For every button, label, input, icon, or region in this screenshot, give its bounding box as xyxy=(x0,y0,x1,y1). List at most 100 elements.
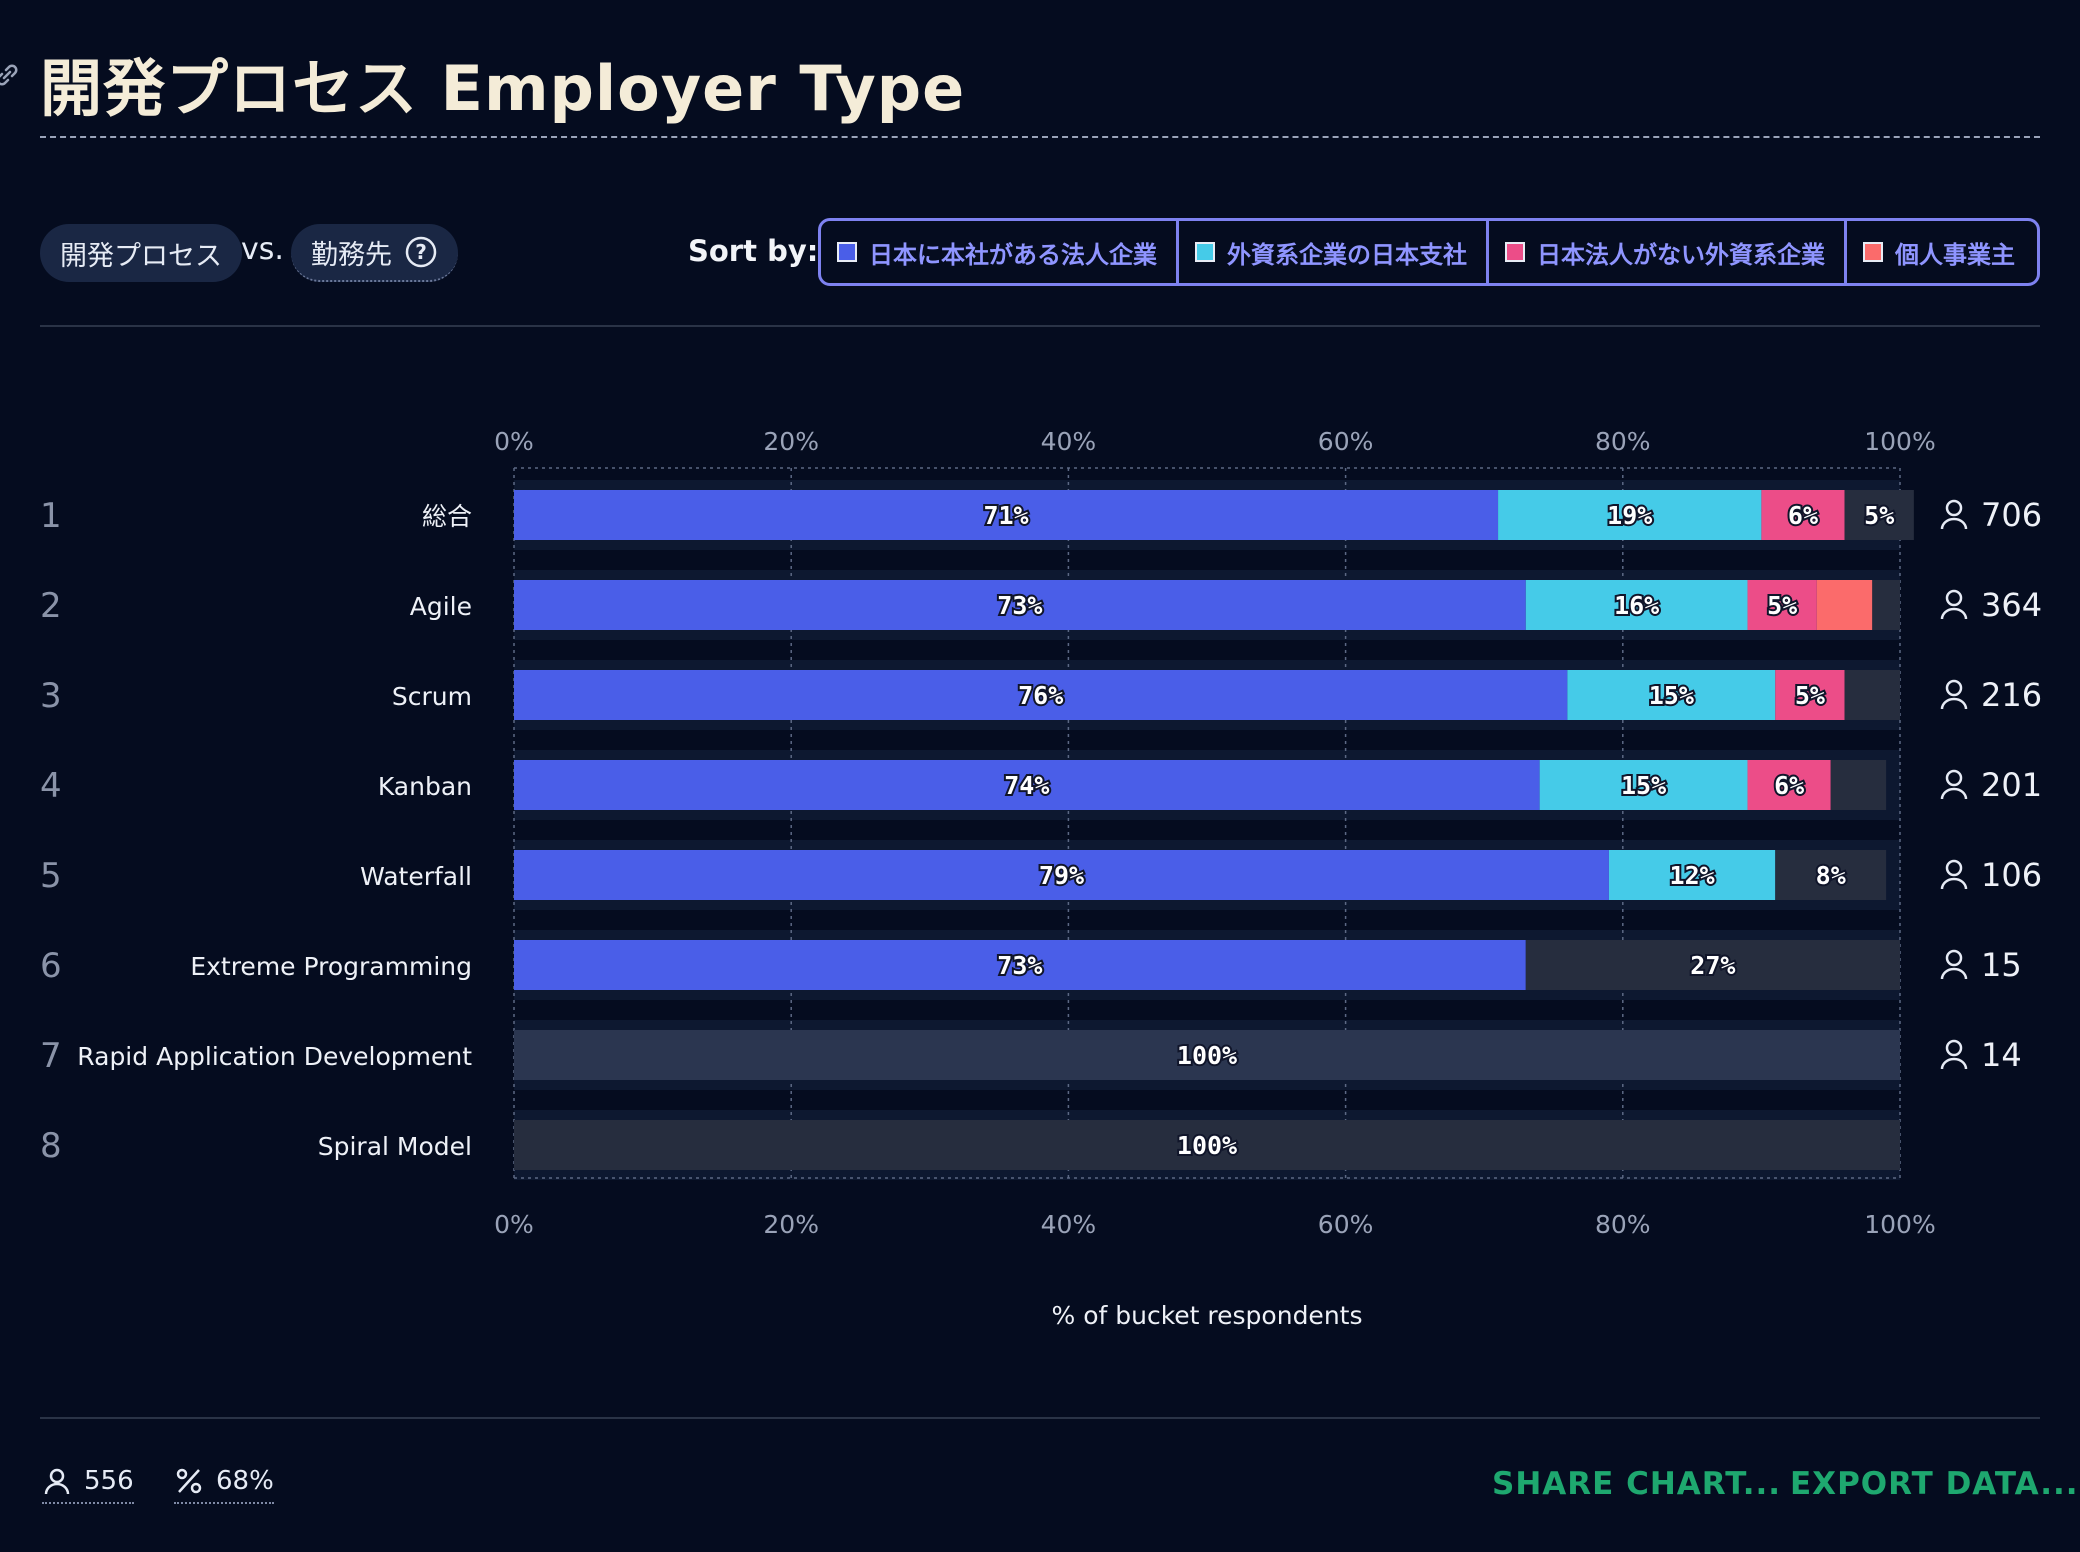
respondent-count: 15 xyxy=(1981,946,2022,984)
x-tick-label-top: 100% xyxy=(1864,427,1935,456)
bar-segment xyxy=(1525,940,1900,990)
sort-by-label: Sort by: xyxy=(688,234,819,268)
svg-text:?: ? xyxy=(415,240,427,264)
bar-segment xyxy=(1830,760,1887,810)
category-label: 総合 xyxy=(422,502,472,531)
bar-segment xyxy=(514,580,1526,630)
secondary-filter-pill[interactable]: 勤務先 ? xyxy=(291,224,458,282)
sort-option-label: 外資系企業の日本支社 xyxy=(1227,240,1467,269)
series-swatch xyxy=(1505,242,1525,262)
category-label: Spiral Model xyxy=(318,1132,472,1161)
total-respondents[interactable]: 556 xyxy=(42,1466,134,1504)
bar-segment xyxy=(1567,670,1776,720)
bar-segment xyxy=(514,760,1540,810)
series-swatch xyxy=(1195,242,1215,262)
row-rank: 6 xyxy=(40,946,62,986)
bar-segment xyxy=(514,670,1568,720)
bar-value-label: 76% xyxy=(1018,681,1063,710)
x-tick-label-top: 0% xyxy=(494,427,534,456)
export-data-button[interactable]: EXPORT DATA... xyxy=(1790,1466,2079,1502)
x-tick-label-bottom: 80% xyxy=(1595,1210,1651,1239)
bar-value-label: 73% xyxy=(997,951,1042,980)
bar-segment xyxy=(1525,580,1748,630)
footer-divider xyxy=(40,1417,2040,1419)
respondent-count: 364 xyxy=(1981,586,2042,624)
bar-segment xyxy=(1844,670,1900,720)
row-rank: 1 xyxy=(40,496,62,536)
bar-segment xyxy=(1816,580,1873,630)
bar-value-label: 100% xyxy=(1177,1041,1237,1070)
x-tick-label-bottom: 20% xyxy=(763,1210,819,1239)
bar-segment xyxy=(514,1030,1900,1080)
x-tick-label-top: 40% xyxy=(1041,427,1097,456)
secondary-filter-label: 勤務先 xyxy=(311,239,392,271)
sort-option-label: 日本法人がない外資系企業 xyxy=(1537,240,1825,269)
category-label: Agile xyxy=(410,592,472,621)
person-icon xyxy=(1940,679,1968,710)
row-rank: 8 xyxy=(40,1126,62,1166)
sort-option-foreign-branch[interactable]: 外資系企業の日本支社 xyxy=(1179,221,1489,283)
respondent-count: 14 xyxy=(1981,1036,2022,1074)
x-tick-label-bottom: 40% xyxy=(1041,1210,1097,1239)
bar-value-label: 15% xyxy=(1649,681,1694,710)
sort-option-sole-proprietor[interactable]: 個人事業主 xyxy=(1847,221,2037,283)
bar-segment xyxy=(1539,760,1748,810)
bar-segment xyxy=(514,940,1526,990)
row-rank: 4 xyxy=(40,766,62,806)
bar-segment xyxy=(1747,580,1817,630)
sort-option-foreign-no-entity[interactable]: 日本法人がない外資系企業 xyxy=(1489,221,1847,283)
respondent-count: 216 xyxy=(1981,676,2042,714)
category-label: Waterfall xyxy=(360,862,472,891)
category-label: Scrum xyxy=(392,682,472,711)
bar-value-label: 74% xyxy=(1004,771,1049,800)
bar-segment xyxy=(1747,760,1831,810)
series-swatch xyxy=(837,242,857,262)
header-divider xyxy=(40,325,2040,327)
row-rank: 2 xyxy=(40,586,62,626)
respondent-count: 706 xyxy=(1981,496,2042,534)
person-icon xyxy=(1940,589,1968,620)
bar-value-label: 5% xyxy=(1795,681,1825,710)
person-icon xyxy=(1940,949,1968,980)
respondent-count: 106 xyxy=(1981,856,2042,894)
row-rank: 3 xyxy=(40,676,62,716)
bar-segment xyxy=(1844,490,1914,540)
primary-filter-pill[interactable]: 開発プロセス xyxy=(40,224,242,282)
x-tick-label-top: 80% xyxy=(1595,427,1651,456)
help-icon[interactable]: ? xyxy=(404,235,438,269)
category-label: Rapid Application Development xyxy=(77,1042,472,1071)
bar-segment xyxy=(514,1120,1900,1170)
stacked-bar-chart: 0% 0% 20% 20% 40% 40% 60% 60% 80% 80% 100% 100% 1 総合 7… xyxy=(40,427,2042,1330)
x-axis-label: % of bucket respondents xyxy=(1052,1301,1363,1330)
vs-label: vs. xyxy=(241,232,284,267)
bar-value-label: 16% xyxy=(1614,591,1659,620)
person-icon xyxy=(1940,499,1968,530)
row-rank: 5 xyxy=(40,856,62,896)
link-icon[interactable] xyxy=(0,62,20,88)
bar-segment xyxy=(1775,850,1887,900)
response-rate[interactable]: 68% xyxy=(174,1466,274,1504)
x-tick-label-top: 60% xyxy=(1318,427,1374,456)
row-rank: 7 xyxy=(40,1036,62,1076)
share-chart-button[interactable]: SHARE CHART... xyxy=(1492,1466,1782,1502)
bar-value-label: 5% xyxy=(1767,591,1797,620)
bar-value-label: 12% xyxy=(1670,861,1715,890)
percent-icon xyxy=(176,1468,202,1494)
bar-value-label: 71% xyxy=(983,501,1028,530)
sort-option-label: 日本に本社がある法人企業 xyxy=(869,240,1157,269)
person-icon xyxy=(1940,859,1968,890)
bar-value-label: 8% xyxy=(1816,861,1846,890)
bar-segment xyxy=(1761,490,1845,540)
series-swatch xyxy=(1863,242,1883,262)
bar-value-label: 6% xyxy=(1774,771,1804,800)
sort-option-label: 個人事業主 xyxy=(1895,240,2015,269)
person-icon xyxy=(1940,769,1968,800)
bar-value-label: 15% xyxy=(1621,771,1666,800)
total-respondents-value: 556 xyxy=(84,1466,134,1496)
primary-filter-label: 開発プロセス xyxy=(60,240,222,272)
page-title: 開発プロセス Employer Type xyxy=(40,52,966,125)
sort-option-japan-hq[interactable]: 日本に本社がある法人企業 xyxy=(821,221,1179,283)
bar-value-label: 27% xyxy=(1690,951,1735,980)
bar-segment xyxy=(1498,490,1762,540)
bar-segment xyxy=(514,490,1499,540)
